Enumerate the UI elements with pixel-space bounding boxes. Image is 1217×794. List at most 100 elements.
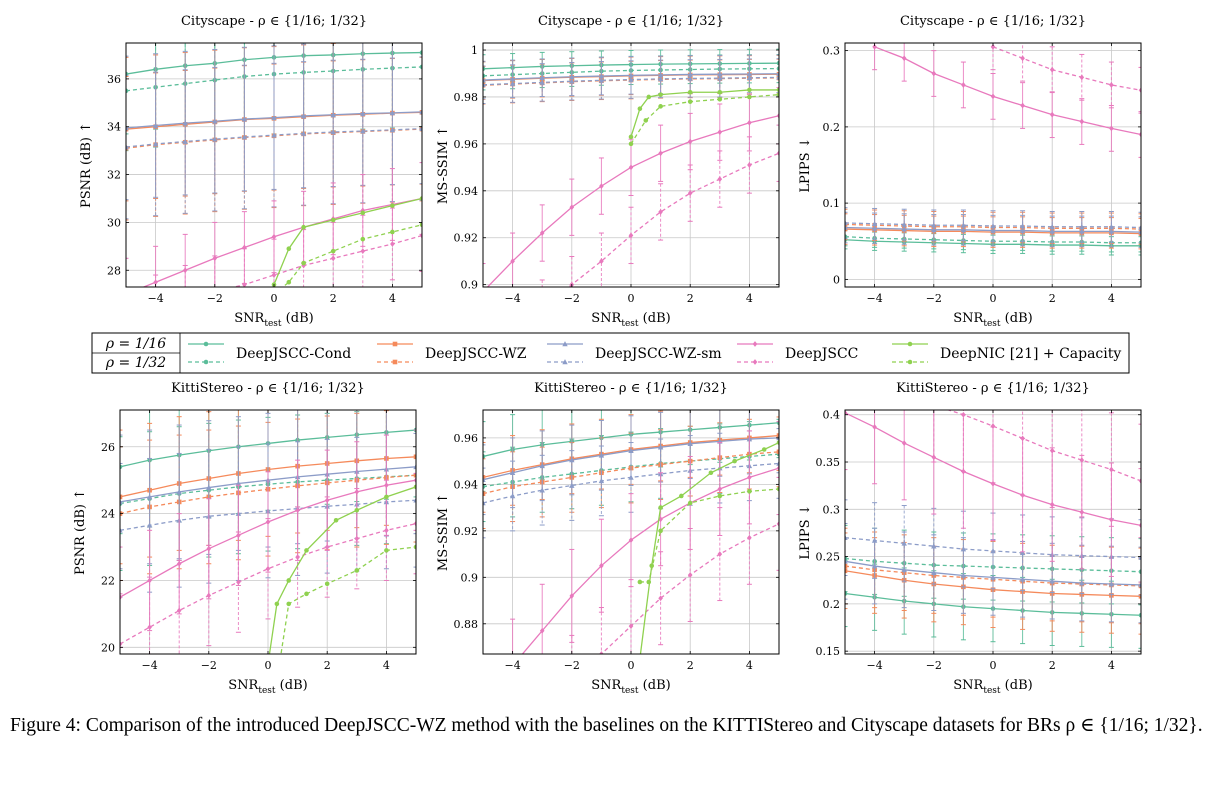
data-point — [509, 493, 516, 499]
x-tick-label: −2 — [926, 659, 942, 672]
data-point — [776, 465, 779, 471]
chart-title: Cityscape - ρ ∈ {1/16; 1/32} — [900, 14, 1086, 29]
data-point — [1079, 223, 1085, 230]
data-point — [776, 60, 779, 66]
legend-marker — [752, 341, 758, 347]
data-point — [598, 452, 605, 458]
data-point — [1079, 118, 1085, 125]
data-point — [212, 136, 218, 142]
x-tick-label: 2 — [687, 659, 694, 672]
data-point — [481, 702, 486, 708]
series-line — [639, 441, 779, 654]
legend-marker — [203, 341, 209, 347]
series-line — [874, 46, 1141, 136]
data-point — [687, 71, 693, 77]
y-tick-label: 0.2 — [823, 598, 841, 611]
data-point — [286, 246, 292, 252]
data-point — [304, 591, 309, 597]
data-point — [872, 43, 877, 50]
data-point — [776, 440, 779, 445]
data-point — [687, 89, 693, 95]
data-point — [354, 568, 360, 573]
data-point — [687, 190, 693, 197]
chart-title: KittiStereo - ρ ∈ {1/16; 1/32} — [171, 381, 365, 396]
data-point — [152, 122, 159, 128]
data-point — [931, 222, 937, 228]
data-point — [776, 449, 779, 455]
data-point — [776, 74, 779, 80]
data-point — [330, 255, 336, 262]
data-point — [872, 424, 877, 430]
data-point — [1049, 111, 1055, 118]
data-point — [658, 150, 663, 157]
y-axis-label: MS-SSIM ↑ — [436, 493, 451, 571]
data-point — [1109, 82, 1114, 88]
chart-panel-3: −4 −2 0 2 4 0 0.1 0.2 0.3 Cityscape - ρ ∈ {1/16; … — [798, 14, 1142, 329]
data-point — [628, 141, 634, 147]
data-point — [324, 544, 330, 550]
data-point — [384, 527, 389, 534]
data-point — [746, 71, 753, 77]
data-point — [871, 220, 878, 227]
x-tick-label: 0 — [628, 292, 635, 305]
x-tick-label: −4 — [141, 659, 157, 672]
data-point — [286, 578, 292, 583]
legend-marker — [752, 359, 758, 365]
data-point — [510, 258, 515, 265]
data-point — [845, 563, 848, 569]
x-tick-label: 0 — [628, 659, 635, 672]
data-point — [747, 94, 752, 100]
x-tick-label: 4 — [746, 659, 753, 672]
data-point — [419, 232, 422, 239]
data-point — [539, 230, 545, 236]
y-tick-label: 34 — [107, 121, 121, 134]
chart-title: Cityscape - ρ ∈ {1/16; 1/32} — [538, 14, 724, 29]
data-point — [931, 454, 937, 461]
data-point — [295, 554, 300, 560]
data-point — [687, 138, 693, 145]
y-tick-label: 22 — [101, 574, 115, 587]
data-point — [776, 70, 779, 77]
data-point — [776, 520, 779, 527]
data-point — [354, 488, 360, 495]
y-tick-label: 0.3 — [823, 45, 841, 58]
data-point — [389, 109, 396, 116]
legend-entry-label: DeepJSCC-WZ — [425, 346, 527, 362]
data-point — [539, 487, 545, 493]
x-tick-label: 4 — [1108, 292, 1115, 305]
data-point — [1138, 612, 1141, 618]
data-point — [845, 224, 848, 230]
data-point — [1079, 74, 1085, 81]
data-point — [483, 77, 486, 83]
legend-marker — [392, 341, 398, 347]
data-point — [183, 298, 188, 304]
data-point — [747, 489, 752, 494]
data-point — [628, 537, 634, 544]
series-line — [946, 410, 1141, 482]
data-point — [384, 494, 389, 500]
data-point — [509, 75, 516, 82]
data-point — [304, 548, 309, 553]
series-line — [281, 224, 422, 287]
data-point — [236, 579, 241, 586]
series-line — [268, 486, 416, 654]
data-point — [747, 534, 752, 541]
data-point — [1138, 522, 1141, 529]
data-point — [599, 183, 604, 190]
data-point — [286, 279, 292, 285]
data-point — [126, 88, 129, 94]
data-point — [182, 138, 188, 144]
data-point — [687, 75, 693, 81]
data-point — [241, 116, 248, 122]
x-tick-label: −2 — [207, 292, 223, 305]
data-point — [271, 114, 277, 120]
data-point — [300, 130, 307, 136]
data-point — [776, 150, 779, 157]
data-point — [658, 104, 663, 109]
data-point — [717, 176, 723, 182]
data-point — [628, 72, 634, 78]
data-point — [360, 210, 366, 216]
legend-marker — [907, 359, 913, 365]
data-point — [990, 223, 996, 229]
data-point — [717, 97, 723, 102]
